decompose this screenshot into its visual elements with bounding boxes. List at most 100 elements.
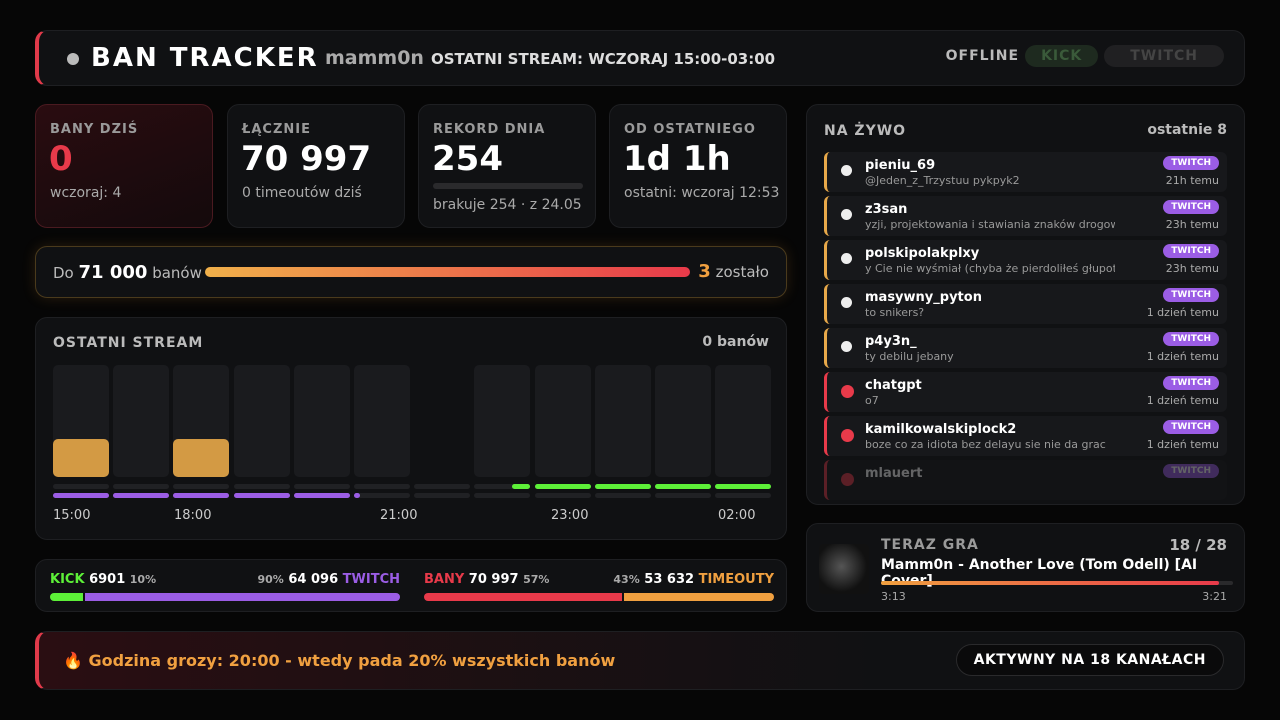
time-label: 21:00: [380, 508, 418, 523]
time: 1 dzień temu: [1146, 438, 1219, 451]
right-share: [623, 593, 774, 601]
twitch-line: [354, 493, 360, 498]
track: [715, 493, 772, 498]
live-row: polskipolakplxy y Cie nie wyśmiał (chyba …: [824, 240, 1227, 280]
kick-line: [594, 484, 651, 489]
status: OFFLINE: [945, 48, 1020, 64]
np-elapsed: 3:13: [881, 590, 906, 603]
live-row: kamilkowalskiplock2 boze co za idiota bez…: [824, 416, 1227, 456]
message: ty debilu jebany: [865, 350, 954, 363]
stream-info: OSTATNI STREAM: WCZORAJ 15:00-03:00: [431, 50, 776, 68]
kick-line: [534, 484, 591, 489]
time-label: 18:00: [174, 508, 212, 523]
stat-sub: brakuje 254 · z 24.05: [433, 197, 582, 213]
live-count: ostatnie 8: [1147, 122, 1227, 138]
footer: 🔥 Godzina grozy: 20:00 - wtedy pada 20% …: [35, 631, 1245, 690]
kick-line: [512, 484, 531, 489]
title: BAN TRACKER: [91, 43, 319, 73]
hour-column: [233, 365, 290, 477]
hour-column: [534, 365, 591, 477]
timeout-icon: [841, 341, 852, 352]
right-name: TIMEOUTY: [698, 572, 774, 587]
platform: TWITCH: [1163, 420, 1219, 434]
stat-card: REKORD DNIA 254 brakuje 254 · z 24.05: [418, 104, 596, 228]
user: kamilkowalskiplock2: [865, 422, 1017, 437]
hour-column: [293, 365, 350, 477]
hour-column: [354, 365, 410, 477]
platforms: OFFLINE KICK TWITCH: [946, 45, 1224, 67]
hour-column: [113, 365, 170, 477]
track: [474, 493, 531, 498]
twitch-line: [293, 493, 350, 498]
platform: TWITCH: [1163, 376, 1219, 390]
right-share: [85, 593, 400, 601]
stat-value: 0: [49, 139, 73, 179]
left-pct: 10%: [129, 573, 157, 586]
time-label: 15:00: [53, 508, 91, 523]
platform: TWITCH: [1163, 200, 1219, 214]
track: [354, 493, 410, 498]
stat-card: ŁĄCZNIE 70 997 0 timeoutów dziś: [227, 104, 405, 228]
stat-sub: 0 timeoutów dziś: [242, 185, 362, 201]
time: 1 dzień temu: [1146, 394, 1219, 407]
track: [655, 493, 711, 498]
twitch-line: [113, 493, 170, 498]
timeout-icon: [841, 165, 852, 176]
stat-label: ŁĄCZNIE: [242, 122, 311, 137]
platform: TWITCH: [1163, 244, 1219, 258]
split-right: 90% 64 096 TWITCH: [257, 572, 400, 587]
message: yzji, projektowania i stawiania znaków d…: [865, 218, 1115, 231]
remaining-value: 3: [698, 261, 711, 282]
live-row: z3san yzji, projektowania i stawiania zna…: [824, 196, 1227, 236]
right-pct: 90%: [257, 573, 284, 586]
track: [173, 484, 230, 489]
left-share: [424, 593, 624, 601]
track: [53, 484, 109, 489]
stat-value: 254: [432, 139, 503, 179]
timeout-icon: [841, 209, 852, 220]
timeout-icon: [841, 253, 852, 264]
time: 21h temu: [1165, 174, 1219, 187]
platform: TWITCH: [1163, 332, 1219, 346]
twitch-line: [173, 493, 230, 498]
split-panel: KICK 6901 10% 90% 64 096 TWITCH BANY 70 99…: [35, 559, 787, 612]
stream-total: 0 banów: [702, 334, 769, 350]
time: 1 dzień temu: [1146, 306, 1219, 319]
time-label: 23:00: [551, 508, 589, 523]
platform: TWITCH: [1163, 464, 1219, 478]
stat-value: 70 997: [241, 139, 372, 179]
goal-remaining: 3 zostało: [698, 261, 769, 282]
cover: [819, 544, 869, 594]
left-share: [50, 593, 85, 601]
stream-title: OSTATNI STREAM: [53, 335, 204, 351]
message: to snikers?: [865, 306, 925, 319]
goal-suffix: banów: [152, 264, 202, 282]
split-left: KICK 6901 10%: [50, 572, 156, 587]
platform: TWITCH: [1163, 156, 1219, 170]
stat-sub: ostatni: wczoraj 12:53: [624, 185, 780, 201]
now-playing: TERAZ GRA 18 / 28 Mamm0n - Another Love …: [806, 523, 1245, 612]
stream-panel: OSTATNI STREAM 0 banów 15:00 18:00 21:00 23…: [35, 317, 787, 540]
left-name: KICK: [50, 572, 85, 587]
live-title: NA ŻYWO: [824, 123, 907, 139]
right-value: 53 632: [644, 572, 695, 587]
kick-button[interactable]: KICK: [1025, 45, 1099, 67]
user: pieniu_69: [865, 158, 936, 173]
user: mlauert: [865, 466, 923, 481]
track: [414, 484, 471, 489]
track: [594, 493, 651, 498]
goal-target: 71 000: [78, 262, 148, 283]
np-label: TERAZ GRA: [881, 537, 979, 553]
goal-prefix: Do: [53, 264, 74, 282]
split-bar: [50, 593, 400, 601]
stat-value: 1d 1h: [623, 139, 731, 179]
twitch-line: [233, 493, 290, 498]
np-progress: [881, 581, 1219, 585]
user: polskipolakplxy: [865, 246, 980, 261]
time: 23h temu: [1165, 262, 1219, 275]
ban-block: [173, 439, 230, 477]
platform: TWITCH: [1163, 288, 1219, 302]
np-track: [881, 581, 1233, 585]
twitch-button[interactable]: TWITCH: [1104, 45, 1224, 67]
